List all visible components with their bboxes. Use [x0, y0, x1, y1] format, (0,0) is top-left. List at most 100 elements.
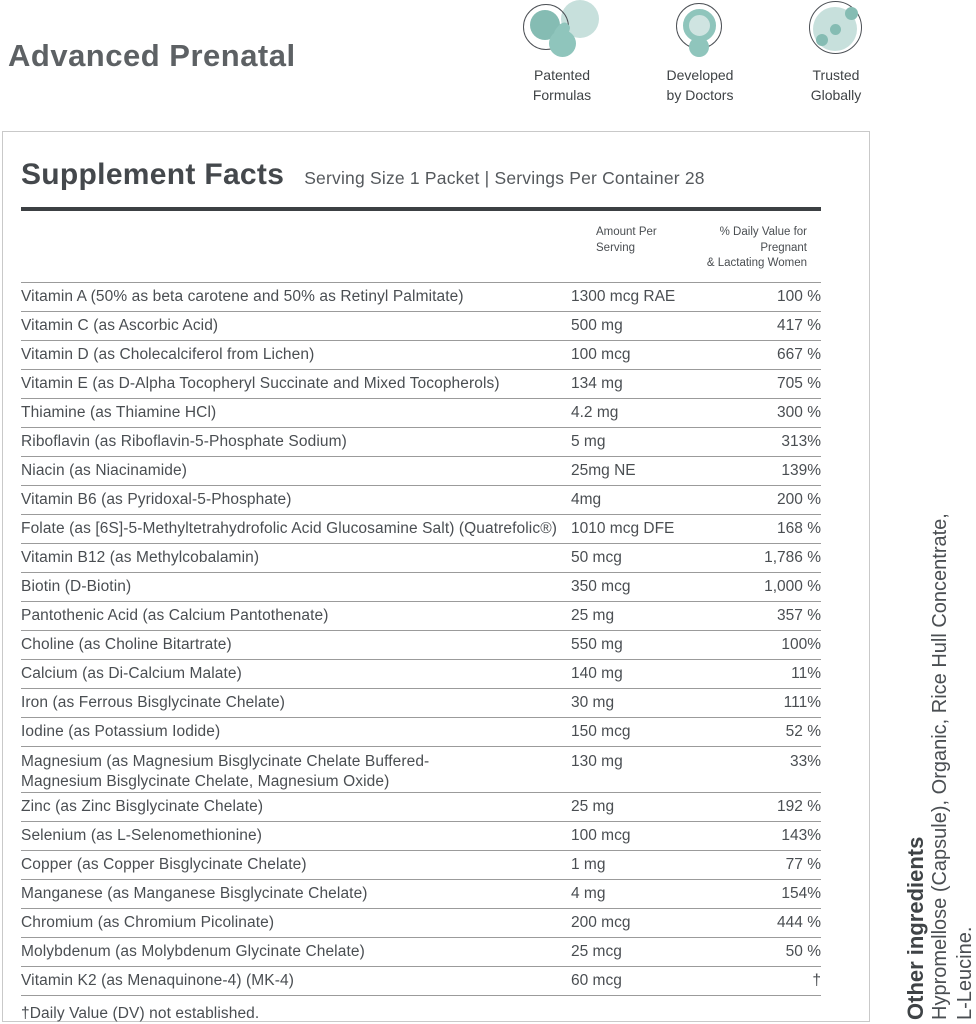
nutrient-daily-value: 168 % — [777, 519, 821, 537]
table-row: Manganese (as Manganese Bisglycinate Che… — [21, 880, 821, 909]
nutrient-name: Calcium (as Di-Calcium Malate) — [21, 664, 242, 682]
nutrient-name: Iron (as Ferrous Bisglycinate Chelate) — [21, 693, 285, 711]
table-row: Vitamin K2 (as Menaquinone-4) (MK-4) 60 … — [21, 967, 821, 996]
table-row: Vitamin A (50% as beta carotene and 50% … — [21, 283, 821, 312]
nutrient-name: Zinc (as Zinc Bisglycinate Chelate) — [21, 797, 264, 815]
table-row: Biotin (D-Biotin) 350 mcg 1,000 % — [21, 573, 821, 602]
table-row: Riboflavin (as Riboflavin-5-Phosphate So… — [21, 428, 821, 457]
nutrient-daily-value: 77 % — [785, 855, 821, 873]
table-row: Molybdenum (as Molybdenum Glycinate Chel… — [21, 938, 821, 967]
nutrient-daily-value: 300 % — [777, 403, 821, 421]
nutrient-amount: 140 mg — [571, 664, 623, 682]
nutrient-name: Folate (as [6S]-5-Methyltetrahydrofolic … — [21, 519, 557, 537]
table-row: Selenium (as L-Selenomethionine) 100 mcg… — [21, 822, 821, 851]
panel-title-row: Supplement Facts Serving Size 1 Packet |… — [21, 158, 821, 192]
nutrient-name: Choline (as Choline Bitartrate) — [21, 635, 232, 653]
nutrient-daily-value: 154% — [781, 884, 821, 902]
table-row: Vitamin B12 (as Methylcobalamin) 50 mcg … — [21, 544, 821, 573]
nutrient-name: Vitamin C (as Ascorbic Acid) — [21, 316, 219, 334]
nutrient-amount: 350 mcg — [571, 577, 631, 595]
nutrient-daily-value: 52 % — [785, 722, 821, 740]
other-ingredients-line: L-Leucine. — [953, 926, 976, 1020]
badge-label: Patented Formulas — [532, 67, 592, 103]
nutrient-amount: 25mg NE — [571, 461, 636, 479]
nutrient-daily-value: 100% — [781, 635, 821, 653]
nutrient-daily-value: 200 % — [777, 490, 821, 508]
badge-label: Trusted Globally — [810, 67, 862, 103]
nutrient-amount: 25 mcg — [571, 942, 622, 960]
table-row: Vitamin B6 (as Pyridoxal-5-Phosphate) 4m… — [21, 486, 821, 515]
daily-value-footnote: †Daily Value (DV) not established. — [21, 1004, 260, 1022]
nutrient-name: Niacin (as Niacinamide) — [21, 461, 187, 479]
table-row: Niacin (as Niacinamide) 25mg NE 139% — [21, 457, 821, 486]
table-row: Zinc (as Zinc Bisglycinate Chelate) 25 m… — [21, 793, 821, 822]
nutrient-daily-value: 667 % — [777, 345, 821, 363]
badge-trusted-globally: Trusted Globally — [774, 0, 898, 106]
supplement-facts-panel: Supplement Facts Serving Size 1 Packet |… — [2, 131, 870, 1022]
nutrient-daily-value: 1,786 % — [764, 548, 821, 566]
nutrient-daily-value: 100 % — [777, 287, 821, 305]
nutrient-name: Vitamin E (as D-Alpha Tocopheryl Succina… — [21, 374, 500, 392]
nutrient-daily-value: 111% — [783, 693, 821, 711]
nutrient-daily-value: 705 % — [777, 374, 821, 392]
table-row: Copper (as Copper Bisglycinate Chelate) … — [21, 851, 821, 880]
amount-per-serving-header: Amount Per Serving — [596, 226, 657, 254]
table-row: Pantothenic Acid (as Calcium Pantothenat… — [21, 602, 821, 631]
table-row: Thiamine (as Thiamine HCl) 4.2 mg 300 % — [21, 399, 821, 428]
nutrient-amount: 130 mg — [571, 752, 623, 770]
nutrient-amount: 30 mg — [571, 693, 615, 711]
nutrient-amount: 4mg — [571, 490, 602, 508]
table-column-headers: Amount Per Serving % Daily Value for Pre… — [21, 211, 821, 283]
nutrient-amount: 25 mg — [571, 797, 615, 815]
nutrient-daily-value: 444 % — [777, 913, 821, 931]
nutrient-amount: 60 mcg — [571, 971, 622, 989]
nutrient-amount: 550 mg — [571, 635, 623, 653]
table-row: Iron (as Ferrous Bisglycinate Chelate) 3… — [21, 689, 821, 718]
nutrient-daily-value: 1,000 % — [764, 577, 821, 595]
nutrient-name: Magnesium (as Magnesium Bisglycinate Che… — [21, 752, 430, 790]
badge-label: Developed by Doctors — [666, 67, 734, 103]
nutrient-name: Vitamin B6 (as Pyridoxal-5-Phosphate) — [21, 490, 292, 508]
nutrient-amount: 5 mg — [571, 432, 606, 450]
nutrient-daily-value: 192 % — [777, 797, 821, 815]
nutrient-amount: 134 mg — [571, 374, 623, 392]
nutrient-daily-value: 50 % — [785, 942, 821, 960]
daily-value-header: % Daily Value for Pregnant & Lactating W… — [706, 226, 807, 270]
nutrient-daily-value: 357 % — [777, 606, 821, 624]
nutrient-amount: 4.2 mg — [571, 403, 619, 421]
nutrient-name: Vitamin K2 (as Menaquinone-4) (MK-4) — [21, 971, 294, 989]
nutrient-name: Copper (as Copper Bisglycinate Chelate) — [21, 855, 307, 873]
badge-patented-formulas: Patented Formulas — [500, 0, 624, 106]
serving-info: Serving Size 1 Packet | Servings Per Con… — [304, 168, 705, 188]
badge-developed-by-doctors: Developed by Doctors — [638, 0, 762, 106]
nutrient-amount: 100 mcg — [571, 826, 631, 844]
nutrient-name: Vitamin B12 (as Methylcobalamin) — [21, 548, 260, 566]
nutrient-name: Thiamine (as Thiamine HCl) — [21, 403, 217, 421]
nutrient-daily-value: 417 % — [777, 316, 821, 334]
table-row: Magnesium (as Magnesium Bisglycinate Che… — [21, 747, 821, 793]
nutrient-name: Pantothenic Acid (as Calcium Pantothenat… — [21, 606, 329, 624]
nutrient-daily-value: 143% — [781, 826, 821, 844]
nutrient-amount: 500 mg — [571, 316, 623, 334]
nutrient-name: Vitamin D (as Cholecalciferol from Liche… — [21, 345, 315, 363]
nutrient-daily-value: 11% — [791, 664, 821, 682]
nutrient-name: Biotin (D-Biotin) — [21, 577, 132, 595]
nutrient-name: Manganese (as Manganese Bisglycinate Che… — [21, 884, 368, 902]
nutrient-name: Iodine (as Potassium Iodide) — [21, 722, 221, 740]
nutrient-amount: 4 mg — [571, 884, 606, 902]
supplement-facts-title: Supplement Facts — [21, 158, 285, 191]
thick-divider-rule — [21, 207, 821, 211]
nutrient-amount: 1300 mcg RAE — [571, 287, 676, 305]
table-row: Vitamin D (as Cholecalciferol from Liche… — [21, 341, 821, 370]
nutrient-amount: 200 mcg — [571, 913, 631, 931]
nutrient-daily-value: 33% — [789, 752, 821, 770]
nutrient-daily-value: 313% — [781, 432, 821, 450]
nutrient-amount: 1010 mcg DFE — [571, 519, 675, 537]
nutrient-amount: 25 mg — [571, 606, 615, 624]
nutrient-amount: 50 mcg — [571, 548, 622, 566]
other-ingredients-line: Hypromellose (Capsule), Organic, Rice Hu… — [929, 513, 952, 1020]
table-row: Calcium (as Di-Calcium Malate) 140 mg 11… — [21, 660, 821, 689]
nutrient-daily-value: 139% — [781, 461, 821, 479]
page-title: Advanced Prenatal — [8, 38, 296, 73]
patented-formulas-molecule-icon — [500, 0, 624, 58]
